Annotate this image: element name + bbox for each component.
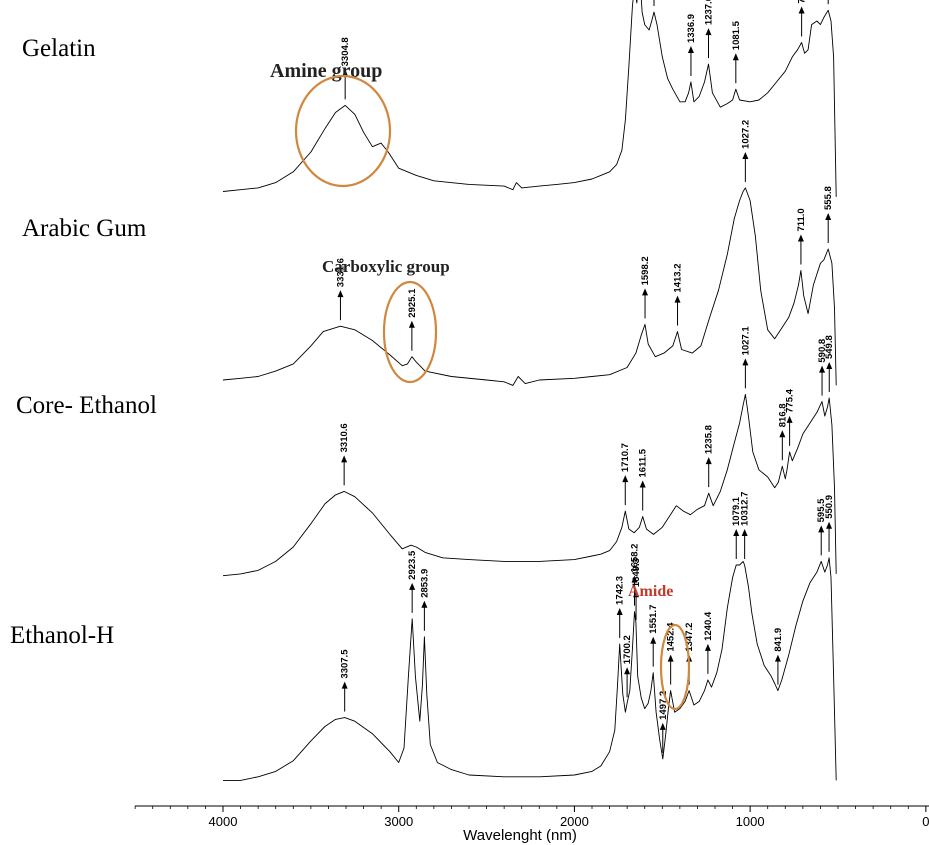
peak-gelatin-5-arrowhead: [705, 28, 712, 36]
peak-arabic-gum-6-arrowhead: [825, 212, 832, 220]
peak-gelatin-7-label: 707.0: [797, 0, 808, 4]
sample-label-ethanol-h: Ethanol-H: [10, 622, 114, 649]
peak-core-ethanol-3-label: 1235.8: [704, 425, 715, 454]
peak-arabic-gum-4-label: 1027.2: [740, 120, 751, 149]
x-tick-label-4: 0: [922, 814, 929, 829]
ellipse-amine-group: [294, 74, 392, 188]
peak-ethanol-h-13-arrowhead: [741, 528, 748, 536]
peak-gelatin-5-label: 1237.0: [703, 0, 714, 25]
peak-core-ethanol-0-label: 3310.6: [339, 423, 350, 452]
peak-arabic-gum-2-arrowhead: [642, 288, 649, 296]
sample-label-arabic-gum: Arabic Gum: [22, 215, 147, 242]
peak-arabic-gum-1-arrowhead: [408, 320, 415, 328]
peak-core-ethanol-5-arrowhead: [779, 430, 786, 438]
peak-arabic-gum-3-label: 1413.2: [673, 264, 684, 293]
peak-arabic-gum-4-arrowhead: [742, 151, 749, 159]
peak-ethanol-h-13-label: 10312.7: [740, 492, 751, 526]
peak-ethanol-h-9-label: 1452.4: [666, 622, 677, 652]
x-tick-label-1: 3000: [384, 814, 413, 829]
peak-core-ethanol-4-arrowhead: [742, 358, 749, 366]
peak-core-ethanol-4-label: 1027.1: [740, 326, 751, 356]
peak-ethanol-h-6-label: 1649.3: [631, 558, 642, 587]
peak-core-ethanol-7-arrowhead: [819, 365, 826, 373]
peak-ethanol-h-14-arrowhead: [774, 654, 781, 662]
peak-core-ethanol-1-label: 1710.7: [620, 443, 631, 472]
peak-ethanol-h-16-arrowhead: [826, 521, 833, 529]
peak-ethanol-h-3-label: 1742.3: [615, 576, 626, 605]
peak-ethanol-h-12-label: 1079.1: [731, 496, 742, 526]
annotation-carboxylic-group: Carboxylic group: [322, 257, 450, 276]
peak-arabic-gum-6-label: 555.8: [823, 186, 834, 210]
peak-ethanol-h-11-arrowhead: [704, 643, 711, 651]
peak-core-ethanol-6-label: 775.4: [785, 388, 796, 412]
peak-arabic-gum-0-label: 3331.6: [335, 258, 346, 287]
peak-gelatin-6-arrowhead: [732, 53, 739, 61]
annotation-amide: Amide: [628, 583, 673, 600]
peak-core-ethanol-1-arrowhead: [622, 475, 629, 483]
peak-arabic-gum-2-label: 1598.2: [640, 256, 651, 285]
sample-label-core-ethanol: Core- Ethanol: [16, 392, 157, 419]
peak-ethanol-h-7-label: 1551.7: [648, 605, 659, 634]
peak-ethanol-h-12-arrowhead: [733, 528, 740, 536]
peak-gelatin-7-arrowhead: [798, 6, 805, 14]
spectra-layer: [222, 0, 837, 781]
peak-ethanol-h-15-arrowhead: [818, 525, 825, 533]
peak-gelatin-6-label: 1081.5: [731, 20, 742, 50]
ellipse-amide: [659, 623, 691, 711]
peak-ethanol-h-7-arrowhead: [650, 636, 657, 644]
spectrum-line-gelatin: [222, 0, 837, 197]
peak-ethanol-h-4-arrowhead: [624, 667, 631, 675]
peak-arabic-gum-0-arrowhead: [337, 290, 344, 298]
peak-core-ethanol-3-arrowhead: [705, 457, 712, 465]
peak-ethanol-h-10-label: 1347.2: [684, 623, 695, 652]
peak-ethanol-h-5-label: 1658.2: [629, 544, 640, 573]
x-axis: 4000 3000 2000 1000 0: [134, 805, 929, 829]
spectrum-line-arabic-gum: [222, 187, 837, 386]
peak-ethanol-h-3-arrowhead: [616, 607, 623, 615]
x-tick-label-2: 2000: [560, 814, 589, 829]
peak-arabic-gum-3-arrowhead: [674, 295, 681, 303]
peak-gelatin-0-label: 3304.8: [340, 37, 351, 66]
peak-ethanol-h-2-arrowhead: [421, 600, 428, 608]
peak-ethanol-h-8-arrowhead: [659, 722, 666, 730]
peak-arabic-gum-5-arrowhead: [797, 234, 804, 242]
peak-ethanol-h-6-arrowhead: [633, 590, 640, 598]
peak-markers-layer: 3304.81658.21630.01547.11336.91237.01081…: [335, 0, 835, 753]
peak-ethanol-h-4-label: 1700.2: [622, 635, 633, 664]
spectrum-line-core-ethanol: [222, 393, 837, 577]
peak-gelatin-0-arrowhead: [342, 69, 349, 77]
peak-ethanol-h-0-arrowhead: [341, 681, 348, 689]
peak-ethanol-h-1-arrowhead: [409, 582, 416, 590]
peak-ethanol-h-1-label: 2923.5: [407, 550, 418, 580]
peak-arabic-gum-1-label: 2925.1: [407, 288, 418, 318]
spectrum-line-ethanol-h: [223, 557, 837, 781]
sample-label-gelatin: Gelatin: [22, 35, 96, 62]
peak-core-ethanol-8-label: 549.8: [824, 335, 835, 359]
peak-core-ethanol-7-label: 590.8: [817, 339, 828, 363]
peak-ethanol-h-0-label: 3307.5: [340, 649, 351, 679]
peak-core-ethanol-2-arrowhead: [639, 480, 646, 488]
peak-ethanol-h-8-label: 1497.2: [658, 691, 669, 720]
peak-ethanol-h-16-label: 550.9: [824, 495, 835, 519]
peak-ethanol-h-15-label: 595.5: [816, 498, 827, 522]
x-axis-title: Wavelenght (nm): [463, 827, 577, 844]
peak-gelatin-4-label: 1336.9: [686, 14, 697, 43]
peak-core-ethanol-8-arrowhead: [826, 362, 833, 369]
peak-core-ethanol-6-arrowhead: [786, 415, 793, 423]
peak-core-ethanol-0-arrowhead: [341, 455, 348, 463]
peak-gelatin-4-arrowhead: [687, 46, 694, 54]
x-tick-label-0: 4000: [209, 814, 238, 829]
peak-ethanol-h-5-arrowhead: [631, 575, 638, 583]
peak-ethanol-h-11-label: 1240.4: [703, 611, 714, 641]
peak-core-ethanol-5-label: 816.8: [777, 403, 788, 427]
peak-arabic-gum-5-label: 711.0: [796, 208, 807, 231]
x-tick-label-3: 1000: [736, 814, 765, 829]
peak-ethanol-h-2-label: 2853.9: [419, 569, 430, 598]
peak-ethanol-h-14-label: 841.9: [773, 628, 784, 652]
peak-core-ethanol-2-label: 1611.5: [638, 448, 649, 477]
peak-ethanol-h-9-arrowhead: [667, 654, 674, 662]
ellipse-carboxylic-group: [382, 280, 438, 384]
